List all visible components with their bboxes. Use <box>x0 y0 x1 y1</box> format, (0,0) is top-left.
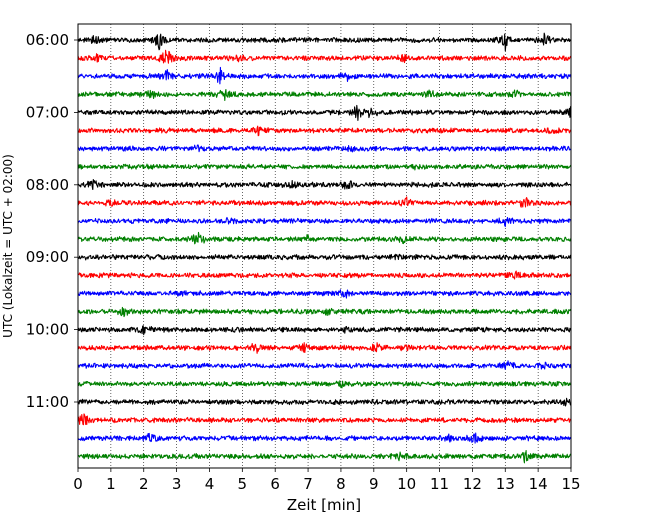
x-tick-label: 14 <box>529 475 548 493</box>
trace-1015 <box>77 342 572 354</box>
y-axis-label: UTC (Lokalzeit = UTC + 02:00) <box>1 154 15 338</box>
trace-1000 <box>77 325 572 336</box>
x-tick-label: 4 <box>205 475 215 493</box>
y-tick-label: 06:00 <box>26 31 69 49</box>
x-tick-label: 7 <box>303 475 313 493</box>
x-tick-label: 6 <box>270 475 280 493</box>
trace-0715 <box>77 125 572 137</box>
trace-1130 <box>77 432 572 444</box>
trace-1145 <box>77 450 572 464</box>
y-tick-label: 09:00 <box>26 248 69 266</box>
y-tick-label: 07:00 <box>26 103 69 121</box>
x-tick-label: 1 <box>106 475 116 493</box>
trace-0700 <box>77 104 572 121</box>
trace-1030 <box>77 360 572 370</box>
y-tick-label: 11:00 <box>26 393 69 411</box>
trace-0945 <box>77 306 572 318</box>
axis-ticks <box>74 39 572 472</box>
trace-0800 <box>77 179 572 191</box>
trace-lines <box>77 32 572 464</box>
trace-0830 <box>77 216 572 228</box>
plot-frame <box>77 23 572 469</box>
y-tick-label: 10:00 <box>26 321 69 339</box>
trace-1115 <box>77 413 572 426</box>
x-tick-label: 3 <box>172 475 182 493</box>
trace-1100 <box>77 397 572 407</box>
x-tick-label: 15 <box>561 475 580 493</box>
trace-0600 <box>77 32 572 52</box>
x-tick-label: 9 <box>369 475 379 493</box>
trace-0815 <box>77 196 572 208</box>
x-tick-label: 0 <box>73 475 83 493</box>
trace-0900 <box>77 253 572 261</box>
x-axis-label: Zeit [min] <box>287 496 361 514</box>
trace-0730 <box>77 144 572 153</box>
x-tick-label: 10 <box>397 475 416 493</box>
trace-0745 <box>77 163 572 171</box>
x-tick-label: 12 <box>463 475 482 493</box>
grid-lines <box>110 24 539 468</box>
trace-0630 <box>77 66 572 85</box>
y-tick-label: 08:00 <box>26 176 69 194</box>
trace-0615 <box>77 49 572 64</box>
x-tick-label: 2 <box>139 475 149 493</box>
x-tick-label: 11 <box>430 475 449 493</box>
trace-1045 <box>77 380 572 389</box>
x-tick-label: 5 <box>238 475 248 493</box>
x-tick-label: 8 <box>336 475 346 493</box>
trace-0930 <box>77 289 572 299</box>
trace-0845 <box>77 231 572 245</box>
trace-0915 <box>77 270 572 280</box>
trace-0645 <box>77 88 572 102</box>
x-tick-label: 13 <box>496 475 515 493</box>
